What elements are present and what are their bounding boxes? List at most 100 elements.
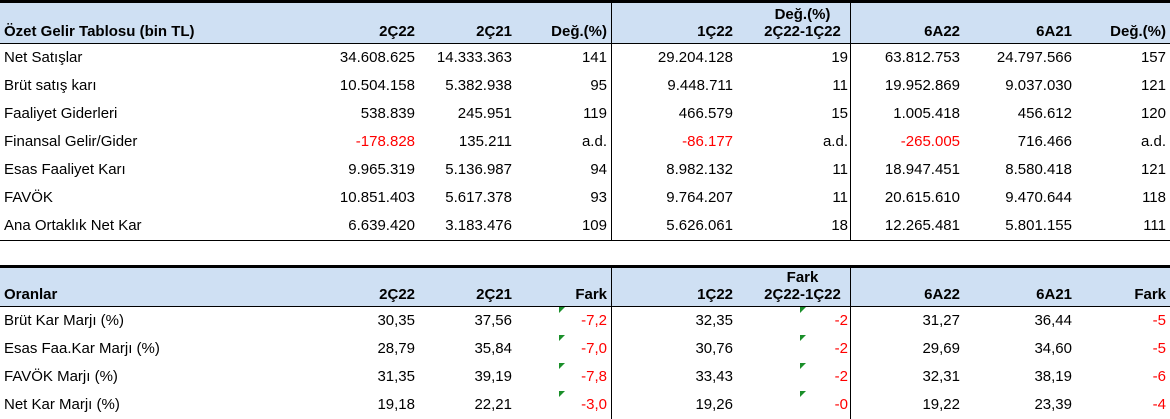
- table-cell[interactable]: 24.797.566: [996, 49, 1072, 66]
- table-cell[interactable]: 23,39: [1034, 396, 1072, 413]
- table-cell[interactable]: 9.764.207: [666, 189, 733, 206]
- table-cell[interactable]: 32,31: [922, 368, 960, 385]
- table-cell[interactable]: 1.005.418: [893, 105, 960, 122]
- table-cell[interactable]: 30,35: [377, 312, 415, 329]
- row-label[interactable]: Net Kar Marjı (%): [4, 396, 120, 413]
- table-cell[interactable]: 109: [581, 217, 607, 234]
- table-cell[interactable]: 15: [831, 105, 848, 122]
- col-header-change-6m[interactable]: Değ.(%): [1110, 23, 1166, 40]
- table-cell[interactable]: 538.839: [360, 105, 415, 122]
- table-cell[interactable]: 118: [1142, 189, 1166, 206]
- table-cell[interactable]: 5.626.061: [666, 217, 733, 234]
- table-cell[interactable]: 12.265.481: [884, 217, 960, 234]
- table-cell[interactable]: 28,79: [377, 340, 415, 357]
- table-cell[interactable]: -7,2: [581, 312, 607, 329]
- table-cell[interactable]: 63.812.753: [884, 49, 960, 66]
- table-cell[interactable]: 37,56: [474, 312, 512, 329]
- table-cell[interactable]: 119: [583, 105, 607, 122]
- table-cell[interactable]: 11: [832, 77, 848, 94]
- table-cell[interactable]: a.d.: [1140, 133, 1166, 150]
- row-label[interactable]: FAVÖK: [4, 189, 53, 206]
- table-cell[interactable]: -0: [834, 396, 848, 413]
- table-cell[interactable]: -3,0: [581, 396, 607, 413]
- table-cell[interactable]: 39,19: [474, 368, 512, 385]
- row-label[interactable]: Brüt Kar Marjı (%): [4, 312, 125, 329]
- table-cell[interactable]: 466.579: [678, 105, 733, 122]
- table-cell[interactable]: 141: [581, 49, 607, 66]
- table-cell[interactable]: 32,35: [695, 312, 733, 329]
- table-cell[interactable]: 8.982.132: [666, 161, 733, 178]
- col-header-qoq-change[interactable]: Değ.(%) 2Ç22-1Ç22: [755, 6, 850, 40]
- table-cell[interactable]: 19: [831, 49, 848, 66]
- table-cell[interactable]: 38,19: [1034, 368, 1072, 385]
- col-header-diff[interactable]: Fark: [575, 286, 607, 303]
- table-cell[interactable]: 94: [590, 161, 607, 178]
- col-header-2q21[interactable]: 2Ç21: [476, 286, 512, 303]
- table-cell[interactable]: -265.005: [900, 133, 960, 150]
- table-cell[interactable]: 11: [832, 189, 848, 206]
- table-cell[interactable]: 10.851.403: [339, 189, 415, 206]
- table-cell[interactable]: 5.617.378: [445, 189, 512, 206]
- table-cell[interactable]: -2: [834, 312, 848, 329]
- row-label[interactable]: Finansal Gelir/Gider: [4, 133, 138, 150]
- table-cell[interactable]: 5.801.155: [1005, 217, 1072, 234]
- table-cell[interactable]: 456.612: [1017, 105, 1072, 122]
- table-cell[interactable]: -6: [1152, 368, 1166, 385]
- table-cell[interactable]: 6.639.420: [348, 217, 415, 234]
- col-header-1q22[interactable]: 1Ç22: [697, 23, 733, 40]
- table-cell[interactable]: 121: [1140, 77, 1166, 94]
- table-cell[interactable]: 20.615.610: [884, 189, 960, 206]
- table-cell[interactable]: 5.136.987: [445, 161, 512, 178]
- table-cell[interactable]: -86.177: [682, 133, 733, 150]
- table-cell[interactable]: 31,27: [922, 312, 960, 329]
- table-cell[interactable]: 3.183.476: [445, 217, 512, 234]
- table-cell[interactable]: -7,0: [581, 340, 607, 357]
- col-header-6m22[interactable]: 6A22: [924, 286, 960, 303]
- table-cell[interactable]: 22,21: [474, 396, 512, 413]
- col-header-diff-6m[interactable]: Fark: [1134, 286, 1166, 303]
- table-cell[interactable]: -7,8: [581, 368, 607, 385]
- table-cell[interactable]: a.d.: [581, 133, 607, 150]
- table-cell[interactable]: 29.204.128: [657, 49, 733, 66]
- row-label[interactable]: Ana Ortaklık Net Kar: [4, 217, 142, 234]
- table-cell[interactable]: 30,76: [695, 340, 733, 357]
- col-header-6m22[interactable]: 6A22: [924, 23, 960, 40]
- col-header-qoq-diff[interactable]: Fark 2Ç22-1Ç22: [755, 269, 850, 303]
- table-cell[interactable]: 34.608.625: [339, 49, 415, 66]
- table-cell[interactable]: 18.947.451: [884, 161, 960, 178]
- table-cell[interactable]: -4: [1152, 396, 1166, 413]
- row-label[interactable]: Brüt satış karı: [4, 77, 97, 94]
- table-cell[interactable]: 9.965.319: [348, 161, 415, 178]
- table-cell[interactable]: 121: [1140, 161, 1166, 178]
- table-cell[interactable]: 19,26: [695, 396, 733, 413]
- table-cell[interactable]: 95: [590, 77, 607, 94]
- col-header-2q21[interactable]: 2Ç21: [476, 23, 512, 40]
- table-cell[interactable]: -2: [834, 368, 848, 385]
- table-cell[interactable]: -5: [1152, 340, 1166, 357]
- table-cell[interactable]: 36,44: [1034, 312, 1072, 329]
- col-header-2q22[interactable]: 2Ç22: [379, 23, 415, 40]
- col-header-6m21[interactable]: 6A21: [1036, 23, 1072, 40]
- table-cell[interactable]: 33,43: [695, 368, 733, 385]
- col-header-1q22[interactable]: 1Ç22: [697, 286, 733, 303]
- row-label[interactable]: Faaliyet Giderleri: [4, 105, 118, 122]
- table-cell[interactable]: 34,60: [1034, 340, 1072, 357]
- table-cell[interactable]: 31,35: [377, 368, 415, 385]
- table-cell[interactable]: 9.470.644: [1005, 189, 1072, 206]
- table-cell[interactable]: 245.951: [457, 105, 512, 122]
- table-cell[interactable]: 9.037.030: [1005, 77, 1072, 94]
- table-cell[interactable]: 716.466: [1017, 133, 1072, 150]
- table-cell[interactable]: 35,84: [474, 340, 512, 357]
- table-cell[interactable]: 10.504.158: [339, 77, 415, 94]
- table-cell[interactable]: 19.952.869: [884, 77, 960, 94]
- table-cell[interactable]: 18: [831, 217, 848, 234]
- table-cell[interactable]: 120: [1140, 105, 1166, 122]
- table-cell[interactable]: -2: [834, 340, 848, 357]
- row-label[interactable]: Net Satışlar: [4, 49, 83, 66]
- table-cell[interactable]: 8.580.418: [1005, 161, 1072, 178]
- col-header-6m21[interactable]: 6A21: [1036, 286, 1072, 303]
- row-label[interactable]: Esas Faaliyet Karı: [4, 161, 126, 178]
- row-label[interactable]: FAVÖK Marjı (%): [4, 368, 118, 385]
- col-header-change[interactable]: Değ.(%): [551, 23, 607, 40]
- row-label[interactable]: Esas Faa.Kar Marjı (%): [4, 340, 160, 357]
